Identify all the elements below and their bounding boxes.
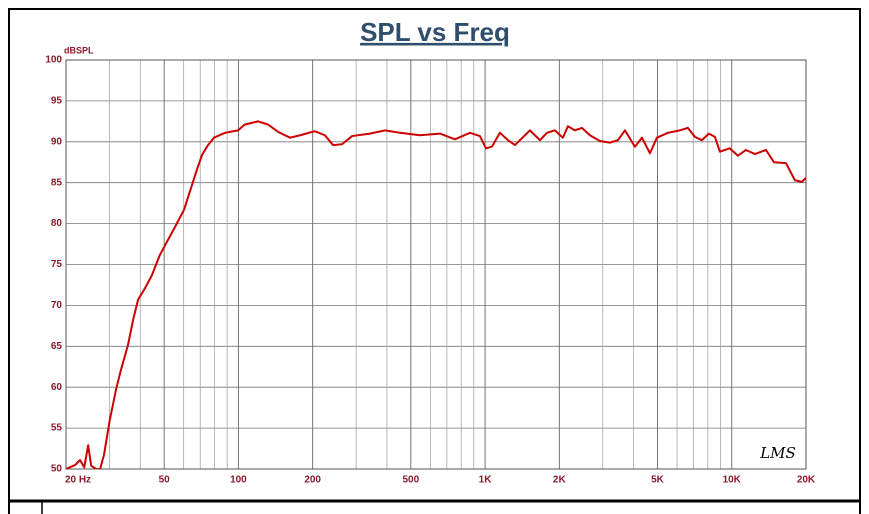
annotation: LMS — [759, 444, 796, 462]
y-tick-label: 70 — [51, 300, 63, 311]
y-tick-label: 80 — [51, 218, 63, 229]
plot — [66, 120, 806, 469]
y-tick-label: 90 — [51, 136, 63, 147]
x-tick-label: 2K — [553, 475, 567, 486]
frame — [8, 8, 861, 514]
response-curve — [66, 120, 806, 469]
y-tick-label: 60 — [51, 382, 63, 393]
x-tick-label: 1K — [479, 475, 493, 486]
chart-title: SPL vs Freq — [360, 17, 510, 47]
x-tick-label: 500 — [402, 475, 419, 486]
x-tick-label: 100 — [230, 475, 247, 486]
y-tick-label: 75 — [51, 259, 63, 270]
y-tick-label: 65 — [51, 341, 63, 352]
y-axis-label: dBSPL — [64, 45, 94, 55]
x-tick-label: 50 — [159, 475, 171, 486]
y-tick-label: 95 — [51, 96, 63, 107]
x-tick-label: 20K — [797, 475, 816, 486]
y-tick-label: 85 — [51, 177, 63, 188]
y-tick-label: 50 — [51, 464, 63, 475]
y-tick-label: 55 — [51, 423, 63, 434]
x-tick-label: 200 — [304, 475, 321, 486]
x-tick-label: 5K — [651, 475, 665, 486]
plot-border — [65, 59, 807, 470]
y-tick-label: 100 — [45, 55, 62, 66]
x-tick-label: 10K — [723, 475, 742, 486]
x-tick-label: 20 Hz — [65, 475, 91, 486]
